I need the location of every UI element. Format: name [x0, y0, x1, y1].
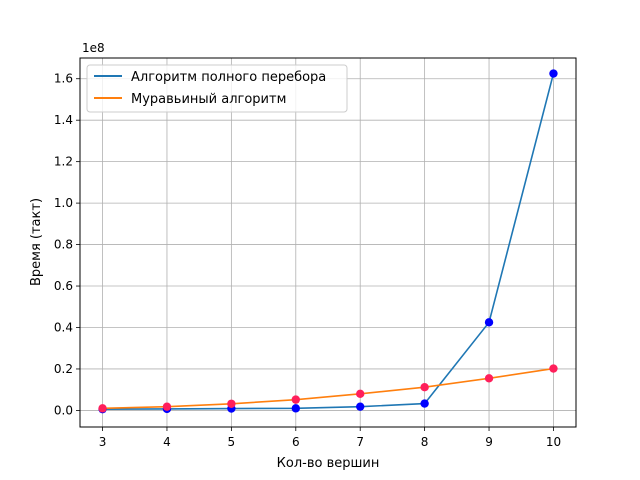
- x-axis-label: Кол-во вершин: [277, 456, 380, 471]
- y-tick-label: 0.6: [54, 279, 73, 293]
- data-point-series-1: [291, 395, 300, 404]
- y-tick-label: 1.2: [54, 155, 73, 169]
- data-point-series-0: [420, 399, 429, 408]
- y-tick-label: 0.4: [54, 320, 73, 334]
- data-point-series-1: [356, 389, 365, 399]
- x-tick-label: 7: [356, 435, 364, 449]
- x-tick-label: 5: [228, 435, 236, 449]
- legend-frame: [86, 64, 348, 113]
- y-tick-label: 0.8: [54, 238, 73, 252]
- data-point-series-0: [291, 404, 300, 413]
- y-tick-label: 1.4: [54, 113, 73, 127]
- y-offset-text: 1e8: [82, 41, 105, 55]
- data-point-series-1: [98, 404, 107, 413]
- legend-label-ant-colony: Муравьиный алгоритм: [131, 92, 286, 107]
- data-point-series-1: [420, 382, 429, 392]
- data-point-series-1: [484, 374, 494, 383]
- legend-label-brute-force: Алгоритм полного перебора: [131, 70, 326, 85]
- data-point-series-1: [549, 364, 558, 373]
- legend: Алгоритм полного перебора Муравьиный алг…: [86, 64, 348, 113]
- y-tick-label: 1.6: [54, 72, 73, 86]
- x-tick-label: 8: [421, 435, 429, 449]
- y-tick-label: 1.0: [54, 196, 73, 210]
- data-point-series-1: [162, 402, 172, 411]
- x-tick-label: 4: [163, 435, 171, 449]
- series-line-1: [102, 367, 554, 410]
- x-tick-label: 9: [485, 435, 493, 449]
- x-tick-label: 3: [99, 435, 107, 449]
- series-line-0: [102, 73, 555, 410]
- x-tick-label: 6: [292, 435, 300, 449]
- x-axis-ticks: 3 4 5 6 7 8 9 10: [99, 427, 561, 449]
- y-axis-label: Время (такт): [29, 198, 44, 286]
- series-lines: [102, 73, 555, 410]
- data-point-series-0: [356, 402, 365, 411]
- y-tick-label: 0.2: [54, 362, 73, 376]
- y-axis-ticks: 0.0 0.2 0.4 0.6 0.8 1.0 1.2 1.4 1.6: [54, 72, 80, 417]
- grid: [80, 58, 576, 427]
- data-point-series-0: [549, 69, 558, 78]
- plot-frame: [79, 57, 577, 428]
- x-tick-label: 10: [546, 435, 561, 449]
- series-points: [98, 69, 558, 414]
- data-point-series-1: [227, 399, 236, 408]
- y-tick-label: 0.0: [54, 403, 73, 417]
- data-point-series-0: [484, 318, 494, 327]
